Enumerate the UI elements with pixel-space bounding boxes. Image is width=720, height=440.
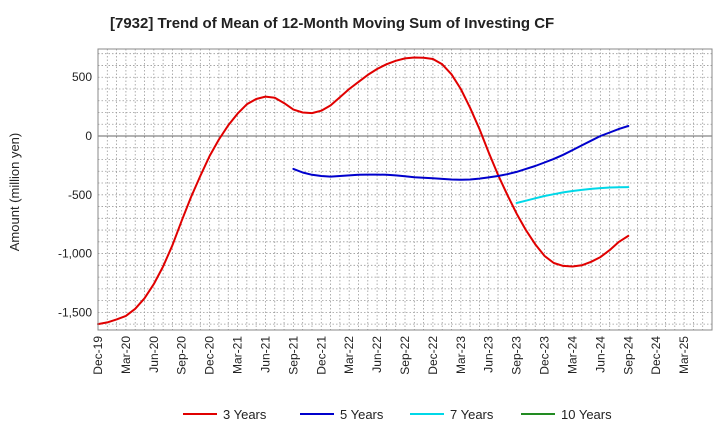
x-tick-label: Dec-24 — [649, 336, 663, 375]
x-tick-label: Jun-22 — [370, 336, 384, 373]
y-tick-label: 0 — [85, 129, 92, 143]
chart-title: [7932] Trend of Mean of 12-Month Moving … — [110, 15, 554, 32]
x-tick-label: Dec-21 — [314, 336, 328, 375]
legend-label: 5 Years — [340, 407, 384, 422]
x-tick-label: Sep-23 — [510, 336, 524, 375]
series-lines — [97, 56, 630, 326]
x-tick-label: Mar-20 — [119, 336, 133, 374]
series-line-3-years — [97, 56, 630, 326]
y-tick-label: 500 — [72, 70, 92, 84]
x-tick-label: Mar-21 — [231, 336, 245, 374]
x-tick-label: Dec-20 — [203, 336, 217, 375]
x-tick-label: Sep-21 — [286, 336, 300, 375]
y-tick-label: -500 — [68, 188, 92, 202]
x-tick-label: Mar-23 — [454, 336, 468, 374]
x-axis-ticks: Dec-19 Mar-20 Jun-20 Sep-20 Dec-20 Mar-21 Jun-… — [91, 336, 691, 375]
x-tick-label: Jun-20 — [147, 336, 161, 373]
x-tick-label: Dec-22 — [426, 336, 440, 375]
x-tick-label: Dec-19 — [91, 336, 105, 375]
x-tick-label: Sep-24 — [621, 336, 635, 375]
legend-label: 3 Years — [223, 407, 267, 422]
legend: 3 Years 5 Years 7 Years 10 Years — [183, 407, 612, 422]
x-tick-label: Jun-24 — [593, 336, 607, 373]
y-axis-ticks: 500 0 -500 -1,000 -1,500 — [58, 70, 92, 319]
plot-frame — [97, 48, 713, 331]
x-tick-label: Sep-22 — [398, 336, 412, 375]
y-axis-label: Amount (million yen) — [7, 133, 22, 252]
x-tick-label: Jun-23 — [482, 336, 496, 373]
x-tick-label: Mar-22 — [342, 336, 356, 374]
legend-label: 7 Years — [450, 407, 494, 422]
x-tick-label: Mar-25 — [677, 336, 691, 374]
y-tick-label: -1,000 — [58, 247, 92, 261]
y-tick-label: -1,500 — [58, 305, 92, 319]
x-tick-label: Jun-21 — [258, 336, 272, 373]
x-tick-label: Dec-23 — [538, 336, 552, 375]
legend-label: 10 Years — [561, 407, 612, 422]
x-tick-label: Mar-24 — [565, 336, 579, 374]
series-line-5-years — [292, 125, 630, 181]
series-line-7-years — [515, 186, 630, 204]
x-tick-label: Sep-20 — [175, 336, 189, 375]
